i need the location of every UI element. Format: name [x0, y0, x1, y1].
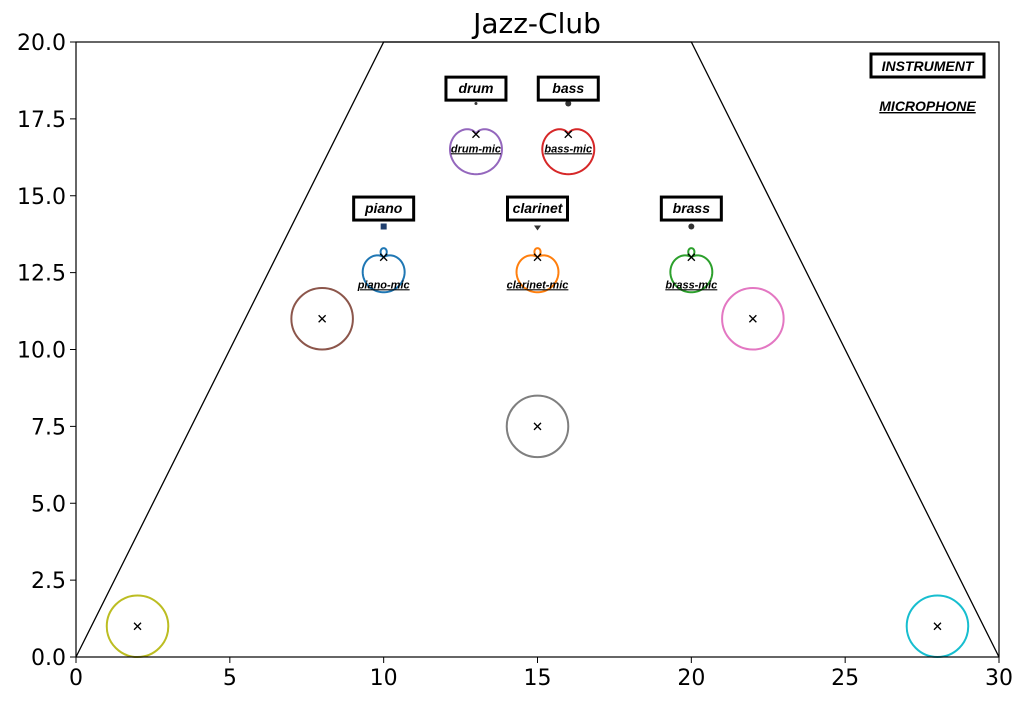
x-tick-label: 0	[69, 666, 83, 691]
mic-position-marker	[133, 622, 142, 631]
instrument-label-box	[352, 195, 416, 222]
y-tick-label: 7.5	[31, 415, 66, 440]
instrument-label: brass	[673, 200, 711, 216]
instrument: piano	[352, 195, 416, 230]
y-tick-label: 15.0	[17, 185, 66, 210]
ambient-mic	[105, 594, 170, 659]
mic-position-marker	[687, 253, 696, 262]
polar-pattern	[448, 128, 503, 176]
plot-frame	[75, 41, 1000, 658]
instrument: bass	[536, 75, 600, 107]
microphone: clarinet-mic	[507, 247, 569, 294]
x-tick-label: 5	[223, 666, 237, 691]
mic-position-marker	[748, 314, 757, 323]
instrument-marker	[565, 100, 572, 107]
instrument-label-box	[506, 195, 569, 222]
omni-pattern	[505, 394, 570, 459]
mic-position-marker	[533, 253, 542, 262]
instrument-marker	[380, 223, 387, 230]
x-tick-label: 25	[831, 666, 859, 691]
mic-label: drum-mic	[451, 143, 501, 155]
plot-area: drum-mic bass-mic piano-mic clarinet-mic bra…	[75, 41, 1000, 659]
mic-label: clarinet-mic	[507, 279, 569, 291]
omni-pattern	[721, 286, 785, 351]
instrument: clarinet	[506, 195, 569, 231]
omni-pattern	[290, 286, 354, 351]
mic-position-marker	[318, 314, 327, 323]
instrument-label: bass	[552, 80, 584, 96]
instrument: brass	[659, 195, 723, 230]
ambient-mic	[905, 594, 970, 659]
instrument-marker	[534, 225, 541, 231]
x-tick-label: 30	[985, 666, 1013, 691]
instrument-label-box	[659, 195, 723, 222]
mic-position-marker	[472, 130, 480, 139]
mic-position-marker	[533, 422, 542, 431]
x-tick-label: 15	[524, 666, 552, 691]
y-tick-label: 5.0	[31, 492, 66, 517]
instrument-marker	[474, 102, 478, 105]
ambient-mic	[505, 394, 570, 459]
instrument-label: clarinet	[513, 200, 564, 216]
y-tick-label: 0.0	[31, 646, 66, 671]
microphone: piano-mic	[357, 247, 410, 294]
polar-pattern	[541, 128, 596, 176]
y-tick-label: 10.0	[17, 339, 66, 364]
mic-label: bass-mic	[544, 143, 592, 155]
legend-microphone-label: MICROPHONE	[879, 98, 976, 114]
instrument: drum	[444, 75, 508, 105]
ambient-mic	[721, 286, 785, 351]
legend-instrument-box	[869, 52, 986, 79]
x-tick-label: 20	[677, 666, 705, 691]
mic-position-marker	[564, 130, 573, 139]
instrument-label: piano	[364, 200, 403, 216]
y-tick-label: 12.5	[17, 262, 66, 287]
stage-outline	[75, 41, 1000, 658]
instrument-marker	[688, 223, 695, 230]
microphone: brass-mic	[665, 247, 717, 294]
instrument-label-box	[536, 75, 600, 102]
y-tick-label: 17.5	[17, 108, 66, 133]
microphone: bass-mic	[541, 128, 596, 176]
axes: 0 5 10 15 20 25 30 0.0 2.5 5.0 7.5 10.0 12.5 15.0 17.5…	[17, 31, 1013, 691]
x-tick-label: 10	[370, 666, 398, 691]
mic-position-marker	[933, 622, 942, 631]
ambient-mic	[290, 286, 354, 351]
mic-label: piano-mic	[357, 279, 410, 291]
instrument-label: drum	[458, 80, 493, 96]
y-tick-label: 20.0	[17, 31, 66, 56]
instrument-label-box	[444, 75, 508, 102]
legend: INSTRUMENT MICROPHONE	[869, 52, 986, 114]
mic-label: brass-mic	[665, 279, 717, 291]
chart-title: Jazz-Club	[471, 7, 601, 40]
y-tick-label: 2.5	[31, 569, 66, 594]
microphone: drum-mic	[448, 128, 503, 176]
mic-position-marker	[379, 253, 388, 262]
legend-instrument-label: INSTRUMENT	[882, 58, 975, 74]
